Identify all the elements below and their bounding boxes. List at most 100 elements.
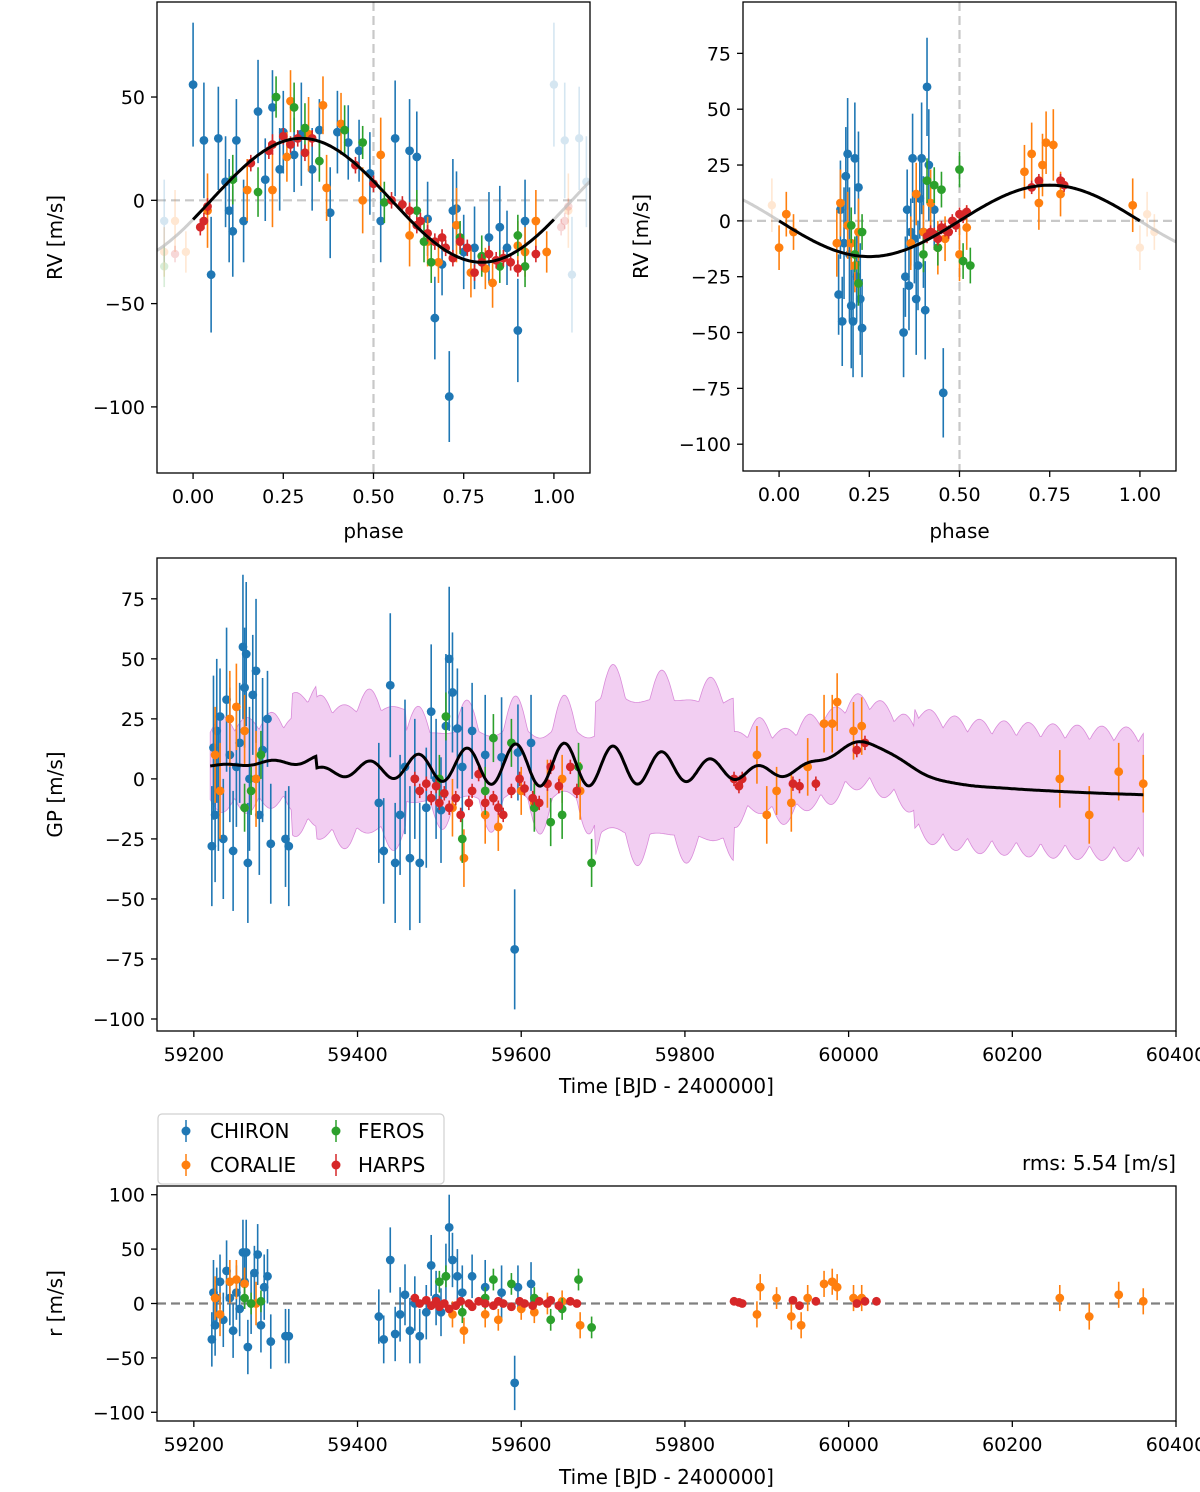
gp-chiron-point-2 <box>210 810 220 820</box>
phase2-coralie-point-20 <box>1038 160 1047 170</box>
residuals-chiron-point-44 <box>497 1288 506 1298</box>
gp-harps-point-9 <box>456 810 466 820</box>
phase2-chiron-point-27 <box>922 82 932 92</box>
residuals-chiron-point-4 <box>215 1277 225 1287</box>
residuals-xtick-label-2: 59600 <box>491 1434 551 1456</box>
gp-harps-point-1 <box>415 786 425 796</box>
residuals-harps-point-24 <box>554 1301 564 1311</box>
residuals-series-harps <box>410 1293 881 1314</box>
phase2-harps-point-13 <box>1034 176 1044 186</box>
residuals-ytick-label-1: −50 <box>105 1348 145 1370</box>
phase1-chiron-point-35 <box>484 233 494 242</box>
phase1-coralie-point-3 <box>282 152 292 162</box>
gp-chiron-point-23 <box>281 834 290 844</box>
phase2-feros-point-0 <box>846 220 856 230</box>
gp-coralie-point-20 <box>819 719 829 729</box>
gp-chiron-point-48 <box>526 738 536 748</box>
residuals-coralie-point-18 <box>786 1312 796 1321</box>
phase2-feros-point-10 <box>958 256 968 266</box>
residuals-harps-point-16 <box>498 1299 508 1308</box>
phase1-feros-wrapped-point <box>160 245 169 288</box>
gp-chiron-point-27 <box>385 680 395 690</box>
phase1-coralie-wrapped-point <box>170 189 180 252</box>
phase2-feros-point-11 <box>965 261 975 270</box>
residuals-harps-point-23 <box>546 1295 556 1305</box>
phase2-xtick-label-2: 0.50 <box>938 484 980 506</box>
phase1-harps-point-30 <box>506 257 516 267</box>
phase1-feros-point-9 <box>412 206 422 216</box>
gp-ytick-label-2: −50 <box>105 889 145 911</box>
phase1-feros-point-1 <box>253 187 263 197</box>
gp-harps-point-32 <box>811 779 821 789</box>
gp-time-series-plot: 59200 59400 59600 59800 60000 60200 60400 −100 −… <box>43 557 1200 1098</box>
phase2-chiron-point-12 <box>855 294 865 304</box>
gp-feros-point-5 <box>457 834 467 844</box>
residuals-chiron-point-40 <box>452 1271 462 1281</box>
phase1-chiron-point-17 <box>314 125 324 135</box>
residuals-coralie-point-1 <box>215 1309 225 1319</box>
phase2-chiron-point-15 <box>900 272 910 282</box>
phase1-ytick-label-3: 50 <box>121 87 145 109</box>
legend-frame <box>157 1113 445 1185</box>
gp-coralie-point-25 <box>1055 774 1065 784</box>
residuals-chiron-point-20 <box>263 1271 272 1281</box>
gp-xtick-label-5: 60200 <box>982 1044 1042 1066</box>
residuals-chiron-point-2 <box>210 1320 220 1330</box>
phase1-feros-point-3 <box>289 102 299 112</box>
residuals-chiron-point-18 <box>256 1320 266 1330</box>
gp-xlabel: Time [BJD - 2400000] <box>558 1074 774 1098</box>
residuals-coralie-point-3 <box>231 1275 241 1284</box>
gp-chiron-point-24 <box>284 841 294 851</box>
phase1-harps-point-15 <box>405 206 414 216</box>
residuals-chiron-point-13 <box>241 1247 251 1257</box>
phase2-coralie-point-24 <box>1128 200 1138 210</box>
residuals-coralie-point-0 <box>210 1293 220 1303</box>
residuals-feros-point-1 <box>246 1299 256 1308</box>
residuals-xtick-label-4: 60000 <box>818 1434 878 1456</box>
gp-chiron-point-33 <box>415 858 425 868</box>
residuals-chiron-point-16 <box>249 1268 259 1278</box>
phase1-chiron-point-9 <box>253 107 263 116</box>
phase1-ytick-label-2: 0 <box>133 190 145 212</box>
gp-ytick-label-0: −100 <box>93 1009 145 1031</box>
gp-chiron-point-25 <box>374 798 384 808</box>
residuals-chiron-point-17 <box>253 1250 263 1259</box>
residuals-feros-point-3 <box>434 1277 444 1287</box>
gp-harps-point-13 <box>480 798 490 808</box>
legend-label-harps: HARPS <box>358 1153 425 1177</box>
residuals-feros-point-12 <box>574 1275 583 1284</box>
gp-coralie-point-28 <box>1138 779 1148 789</box>
residuals-harps-point-33 <box>852 1299 862 1308</box>
gp-chiron-point-13 <box>240 683 249 693</box>
phase2-xtick-label-4: 1.00 <box>1119 484 1161 506</box>
phase1-harps-point-7 <box>286 140 295 149</box>
legend-marker-coralie <box>181 1160 191 1170</box>
residuals-chiron-point-41 <box>457 1288 467 1298</box>
phase2-coralie-point-14 <box>940 234 950 244</box>
gp-chiron-point-44 <box>480 750 490 760</box>
residuals-chiron-point-45 <box>510 1378 520 1388</box>
gp-xtick-label-2: 59600 <box>491 1044 551 1066</box>
phase2-feros-point-2 <box>854 279 863 288</box>
gp-chiron-point-41 <box>452 724 462 733</box>
phase1-xtick-label-3: 0.75 <box>443 486 485 508</box>
phase1-harps-point-20 <box>437 233 447 242</box>
phase2-coralie-point-19 <box>1034 198 1044 208</box>
phase2-chiron-point-22 <box>913 261 923 270</box>
residuals-harps-point-13 <box>480 1299 490 1308</box>
phase1-chiron-point-30 <box>444 392 454 401</box>
phase2-ytick-label-4: 0 <box>719 211 731 233</box>
phase2-series-coralie <box>774 109 1138 293</box>
phase2-xtick-label-3: 0.75 <box>1029 484 1071 506</box>
phase1-xlabel: phase <box>343 519 403 543</box>
gp-harps-point-21 <box>534 798 544 808</box>
gp-coralie-point-27 <box>1114 767 1124 777</box>
phase1-chiron-point-12 <box>275 164 285 174</box>
gp-coralie-point-9 <box>493 822 503 832</box>
phase1-coralie-point-21 <box>542 247 552 257</box>
phase1-xtick-label-0: 0.00 <box>172 486 214 508</box>
phase1-harps-point-32 <box>531 249 541 259</box>
phase2-feros-point-6 <box>929 180 939 190</box>
residuals-chiron-point-27 <box>390 1329 400 1339</box>
gp-chiron-point-15 <box>243 858 253 868</box>
